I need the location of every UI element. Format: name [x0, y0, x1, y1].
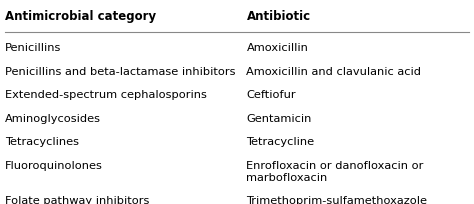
Text: Tetracycline: Tetracycline — [246, 137, 315, 147]
Text: Ceftiofur: Ceftiofur — [246, 90, 296, 100]
Text: Amoxicillin: Amoxicillin — [246, 43, 309, 53]
Text: Gentamicin: Gentamicin — [246, 113, 312, 123]
Text: Penicillins: Penicillins — [5, 43, 61, 53]
Text: Amoxicillin and clavulanic acid: Amoxicillin and clavulanic acid — [246, 66, 421, 76]
Text: Extended-spectrum cephalosporins: Extended-spectrum cephalosporins — [5, 90, 207, 100]
Text: Antibiotic: Antibiotic — [246, 10, 310, 23]
Text: Enrofloxacin or danofloxacin or
marbofloxacin: Enrofloxacin or danofloxacin or marboflo… — [246, 160, 424, 182]
Text: Penicillins and beta-lactamase inhibitors: Penicillins and beta-lactamase inhibitor… — [5, 66, 235, 76]
Text: Fluoroquinolones: Fluoroquinolones — [5, 160, 102, 170]
Text: Tetracyclines: Tetracyclines — [5, 137, 79, 147]
Text: Folate pathway inhibitors: Folate pathway inhibitors — [5, 195, 149, 204]
Text: Trimethoprim-sulfamethoxazole: Trimethoprim-sulfamethoxazole — [246, 195, 428, 204]
Text: Aminoglycosides: Aminoglycosides — [5, 113, 101, 123]
Text: Antimicrobial category: Antimicrobial category — [5, 10, 156, 23]
